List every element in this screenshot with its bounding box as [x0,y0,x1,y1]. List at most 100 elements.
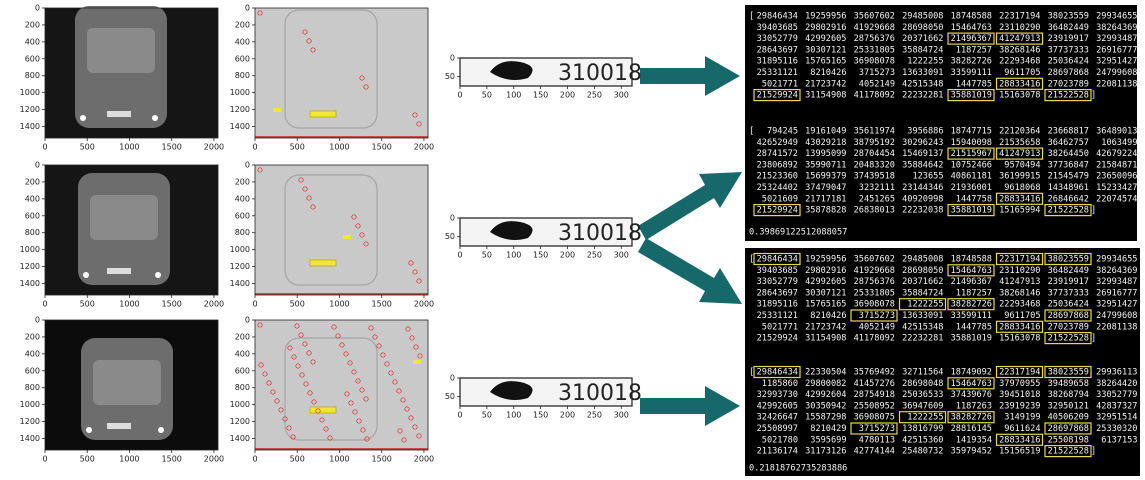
matrix-value: 15233427 [1096,183,1137,193]
matrix-value: 30350942 [805,401,846,411]
feature-image [255,320,428,450]
matrix-value: 123655 [912,172,943,182]
y-tick-label: 200 [25,20,40,29]
matrix-value: 13816799 [902,424,943,434]
y-tick-label: 800 [235,71,250,80]
keypoint [310,47,316,53]
matrix-value: 1185860 [762,379,798,389]
x-tick-label: 50 [482,91,492,100]
matrix-value: 33599111 [951,68,992,78]
y-tick-label: 0 [35,316,40,325]
matrix-value: 25508952 [854,401,895,411]
keypoint [412,112,418,118]
matrix-value: 40506209 [1048,413,1089,423]
matrix-value: 8210426 [810,68,846,78]
matrix-value: 5021609 [762,194,798,204]
feature-box [343,235,351,239]
matrix-value: 4052149 [859,79,895,89]
light [86,427,92,433]
matrix-value: 35884724 [902,45,943,55]
matrix-value: 22317194 [999,255,1040,265]
matrix-value: 15699379 [805,172,846,182]
x-tick-label: 100 [506,91,521,100]
y-tick-label: 400 [25,194,40,203]
feature-box [413,360,421,364]
keypoint [351,214,357,220]
keypoint [408,260,414,266]
plate-smudge [490,381,533,400]
matrix-value: 35769492 [854,368,895,378]
x-tick-label: 0 [457,411,462,420]
matrix-value: 29485008 [902,12,943,22]
x-tick-label: 200 [560,411,575,420]
matrix-value: 10752466 [951,160,992,170]
matrix-value: 18747715 [951,127,992,137]
keypoint [344,391,350,397]
matrix-value: 5021771 [762,79,798,89]
keypoint [372,334,378,340]
matrix-value: 26916777 [1096,45,1137,55]
matrix-value: 31895116 [757,300,798,310]
matrix-value: 39489658 [1048,379,1089,389]
matrix-value: 19161049 [805,127,846,137]
keypoint [274,398,280,404]
matrix-value: 38282726 [951,413,992,423]
matrix-value: 28833416 [999,194,1040,204]
x-tick-label: 0 [457,251,462,260]
keypoint [352,409,358,415]
matrix-value: 15464763 [951,266,992,276]
matrix-value: 22081138 [1096,322,1137,332]
matrix-value: 21723742 [805,79,846,89]
matrix-value: 32993487 [1096,34,1137,44]
x-tick-label: 1000 [329,300,349,309]
matrix-value: 42992605 [805,34,846,44]
matrix-value: 15765165 [805,57,846,67]
keypoint [331,324,337,330]
highlight [995,365,1044,379]
matrix-value: 3595699 [810,435,846,445]
matrix-value: 32951427 [1096,57,1137,67]
matrix-value: 39403685 [757,266,798,276]
keypoint [323,426,329,432]
matrix-value: 19259956 [805,12,846,22]
keypoint [302,341,308,347]
y-tick-label: 200 [25,332,40,341]
keypoint [327,435,333,441]
x-tick-label: 300 [614,91,629,100]
matrix-value: 21522528 [1048,447,1089,457]
matrix-value: 22232038 [902,206,943,216]
keypoint [359,387,365,393]
plate-box [309,110,337,118]
matrix-value: 32951514 [1096,413,1137,423]
car-outline [284,174,378,286]
matrix-value: 35979452 [951,447,992,457]
axes-frame [459,217,633,247]
matrix-value: 28754918 [854,390,895,400]
keypoint [298,332,304,338]
matrix-value: 37439518 [854,172,895,182]
keypoint [343,351,349,357]
matrix-value: 42992605 [805,277,846,287]
y-tick-label: 800 [25,71,40,80]
y-tick-label: 200 [25,177,40,186]
matrix-value: 1447785 [956,79,992,89]
highlight [995,147,1044,160]
matrix-value: 37479047 [805,183,846,193]
keypoint [310,204,316,210]
matrix-value: 38268146 [999,288,1040,298]
y-tick-label: 0 [245,4,250,13]
y-tick-label: 50 [445,232,455,241]
highlight [1044,422,1092,435]
matrix-value: 37736847 [1048,160,1089,170]
matrix-value: 28643697 [757,288,798,298]
x-tick-label: 500 [80,300,95,309]
matrix-value: 8210429 [810,424,846,434]
keypoint [400,397,406,403]
y-tick-label: 50 [445,72,455,81]
matrix-value: 27023789 [1048,79,1089,89]
y-tick-label: 800 [25,383,40,392]
x-tick-label: 1500 [162,143,182,152]
matrix-value: 35881019 [951,206,992,216]
